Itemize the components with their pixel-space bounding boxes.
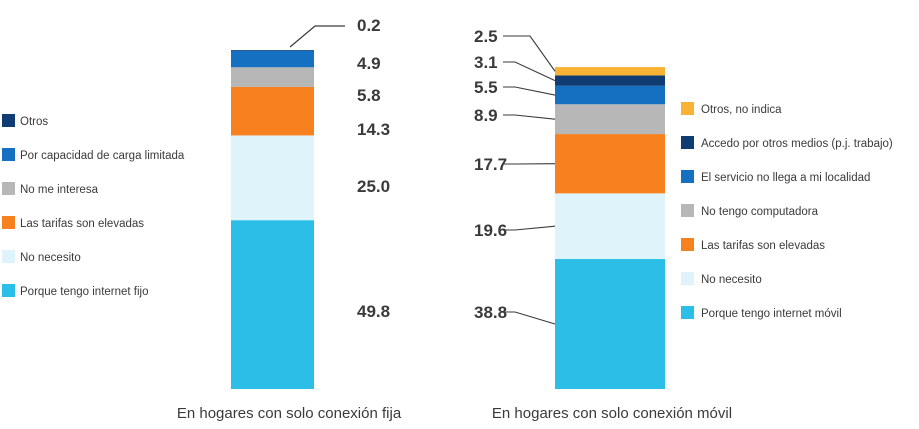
value-label-accedo-por-otros-medios-p-j-trabajo: 3.1 xyxy=(474,53,498,72)
leader-line-no-tengo-computadora xyxy=(503,114,556,120)
legend-label: Por capacidad de carga limitada xyxy=(20,150,185,162)
legend-item-accedo-por-otros-medios-p-j-trabajo: Accedo por otros medios (p.j. trabajo) xyxy=(681,136,893,150)
bar-segment-porque-tengo-internet-fijo xyxy=(231,220,314,389)
legend-label: Otros, no indica xyxy=(701,104,782,116)
legend-swatch xyxy=(681,238,694,251)
bar-segment-no-me-interesa xyxy=(231,67,314,87)
legend-swatch xyxy=(2,148,15,161)
legend-item-no-me-interesa: No me interesa xyxy=(2,182,99,196)
legend-swatch xyxy=(2,250,15,263)
legend-item-las-tarifas-son-elevadas: Las tarifas son elevadas xyxy=(2,216,144,230)
legend-item-otros: Otros xyxy=(2,114,48,128)
legend-item-por-capacidad-de-carga-limitada: Por capacidad de carga limitada xyxy=(2,148,185,162)
bar-segment-no-tengo-computadora xyxy=(555,104,665,135)
leader-line-porque-tengo-internet-movil xyxy=(503,311,556,325)
legend-swatch xyxy=(681,272,694,285)
value-label-no-me-interesa: 5.8 xyxy=(357,86,381,105)
category-label: En hogares con solo conexión móvil xyxy=(492,405,732,422)
bar-segment-otros-no-indica xyxy=(555,67,665,76)
legend-label: Las tarifas son elevadas xyxy=(20,218,144,230)
leader-line-el-servicio-no-llega-a-mi-localidad xyxy=(503,86,556,96)
legend-label: No tengo computadora xyxy=(701,206,819,218)
legend-swatch xyxy=(681,306,694,319)
legend-item-no-necesito: No necesito xyxy=(681,272,762,286)
value-label-las-tarifas-son-elevadas: 14.3 xyxy=(357,120,390,139)
value-label-el-servicio-no-llega-a-mi-localidad: 5.5 xyxy=(474,78,498,97)
legend-label: Accedo por otros medios (p.j. trabajo) xyxy=(701,138,893,150)
bar-segment-otros xyxy=(231,50,314,51)
legend-item-porque-tengo-internet-fijo: Porque tengo internet fijo xyxy=(2,284,149,298)
leader-line-otros xyxy=(289,25,345,48)
legend-swatch xyxy=(681,136,694,149)
legend-swatch xyxy=(2,114,15,127)
legend-label: Otros xyxy=(20,116,48,128)
legend-label: Porque tengo internet móvil xyxy=(701,308,842,320)
legend-swatch xyxy=(2,182,15,195)
chart-2: 38.8 19.6 17.7 8.9 5.5 3.1 2.5 Otros, no indica… xyxy=(474,27,893,422)
value-label-no-necesito: 25.0 xyxy=(357,177,390,196)
category-label: En hogares con solo conexión fija xyxy=(177,405,402,422)
bar-segment-no-necesito xyxy=(231,135,314,221)
value-label-las-tarifas-son-elevadas: 17.7 xyxy=(474,155,507,174)
legend-item-otros-no-indica: Otros, no indica xyxy=(681,102,782,116)
leader-line-no-necesito xyxy=(503,225,556,231)
value-label-porque-tengo-internet-movil: 38.8 xyxy=(474,303,507,322)
legend-label: No necesito xyxy=(701,274,762,286)
value-label-por-capacidad-de-carga-limitada: 4.9 xyxy=(357,54,381,73)
legend-label: No necesito xyxy=(20,252,81,264)
legend-item-las-tarifas-son-elevadas: Las tarifas son elevadas xyxy=(681,238,825,252)
legend-label: Porque tengo internet fijo xyxy=(20,286,149,298)
legend-item-no-necesito: No necesito xyxy=(2,250,81,264)
legend-label: Las tarifas son elevadas xyxy=(701,240,825,252)
bar-segment-las-tarifas-son-elevadas xyxy=(555,134,665,194)
bar-segment-no-necesito xyxy=(555,193,665,260)
leader-line-accedo-por-otros-medios-p-j-trabajo xyxy=(503,61,556,82)
bar-segment-por-capacidad-de-carga-limitada xyxy=(231,50,314,68)
value-label-no-necesito: 19.6 xyxy=(474,221,507,240)
legend-label: No me interesa xyxy=(20,184,99,196)
value-label-porque-tengo-internet-fijo: 49.8 xyxy=(357,302,390,321)
bar-segment-el-servicio-no-llega-a-mi-localidad xyxy=(555,85,665,105)
legend-item-el-servicio-no-llega-a-mi-localidad: El servicio no llega a mi localidad xyxy=(681,170,870,184)
value-label-otros: 0.2 xyxy=(357,16,381,35)
legend-label: El servicio no llega a mi localidad xyxy=(701,172,870,184)
legend-item-porque-tengo-internet-movil: Porque tengo internet móvil xyxy=(681,306,842,320)
legend-swatch xyxy=(2,284,15,297)
legend-swatch xyxy=(681,204,694,217)
leader-line-otros-no-indica xyxy=(503,35,556,72)
legend-swatch xyxy=(681,102,694,115)
bar-segment-porque-tengo-internet-movil xyxy=(555,259,665,389)
legend-item-no-tengo-computadora: No tengo computadora xyxy=(681,204,819,218)
chart-1: 49.8 25.0 14.3 5.8 4.9 0.2 Otros Por capacidad … xyxy=(2,16,402,422)
value-label-otros-no-indica: 2.5 xyxy=(474,27,498,46)
bar-segment-accedo-por-otros-medios-p-j-trabajo xyxy=(555,75,665,86)
bar-segment-las-tarifas-son-elevadas xyxy=(231,86,314,136)
value-label-no-tengo-computadora: 8.9 xyxy=(474,106,498,125)
legend-swatch xyxy=(681,170,694,183)
legend-swatch xyxy=(2,216,15,229)
